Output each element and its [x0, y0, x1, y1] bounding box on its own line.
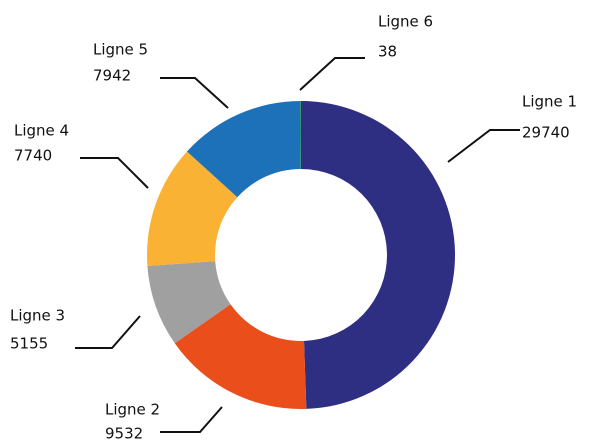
leader-line: [447, 129, 520, 163]
slice-label: Ligne 1: [522, 93, 577, 111]
donut-slice: [147, 151, 238, 266]
leader-line: [160, 406, 223, 433]
slice-value: 38: [378, 43, 397, 61]
donut-slice: [186, 101, 301, 198]
slice-label: Ligne 4: [14, 122, 69, 140]
slice-label: Ligne 2: [105, 401, 160, 419]
slice-value: 9532: [105, 425, 143, 441]
slice-value: 7740: [14, 147, 52, 165]
leader-line: [299, 57, 365, 91]
donut-slice: [301, 101, 456, 409]
slice-label: Ligne 3: [10, 307, 65, 325]
leader-line: [80, 157, 149, 189]
slice-value: 29740: [522, 124, 570, 142]
leader-line: [160, 77, 229, 109]
slice-value: 5155: [10, 335, 48, 353]
donut-slice: [174, 304, 307, 410]
donut-slice: [147, 261, 231, 344]
slice-label: Ligne 5: [93, 41, 148, 59]
donut-slice: [300, 101, 301, 170]
leader-line: [75, 315, 141, 349]
slice-value: 7942: [93, 67, 131, 85]
slice-label: Ligne 6: [378, 13, 433, 31]
